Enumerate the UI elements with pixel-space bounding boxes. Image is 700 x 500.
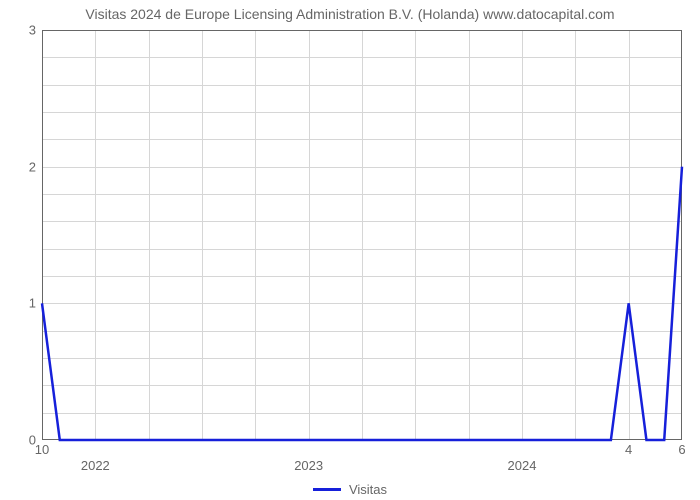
legend: Visitas [0, 478, 700, 497]
x-tick-label: 2023 [294, 458, 323, 473]
y-tick-label: 2 [22, 159, 36, 174]
legend-swatch [313, 488, 341, 491]
x-extra-label: 6 [678, 442, 685, 457]
y-tick-label: 3 [22, 23, 36, 38]
x-extra-label: 4 [625, 442, 632, 457]
plot-area [42, 30, 682, 440]
x-extra-label: 10 [35, 442, 49, 457]
x-tick-label: 2022 [81, 458, 110, 473]
x-tick-label: 2024 [508, 458, 537, 473]
y-tick-label: 1 [22, 296, 36, 311]
series-svg [42, 30, 682, 440]
series-line [42, 167, 682, 440]
legend-item-visitas: Visitas [313, 482, 387, 497]
legend-label: Visitas [349, 482, 387, 497]
chart-title: Visitas 2024 de Europe Licensing Adminis… [0, 6, 700, 22]
chart-root: { "chart": { "type": "line", "title": "V… [0, 0, 700, 500]
